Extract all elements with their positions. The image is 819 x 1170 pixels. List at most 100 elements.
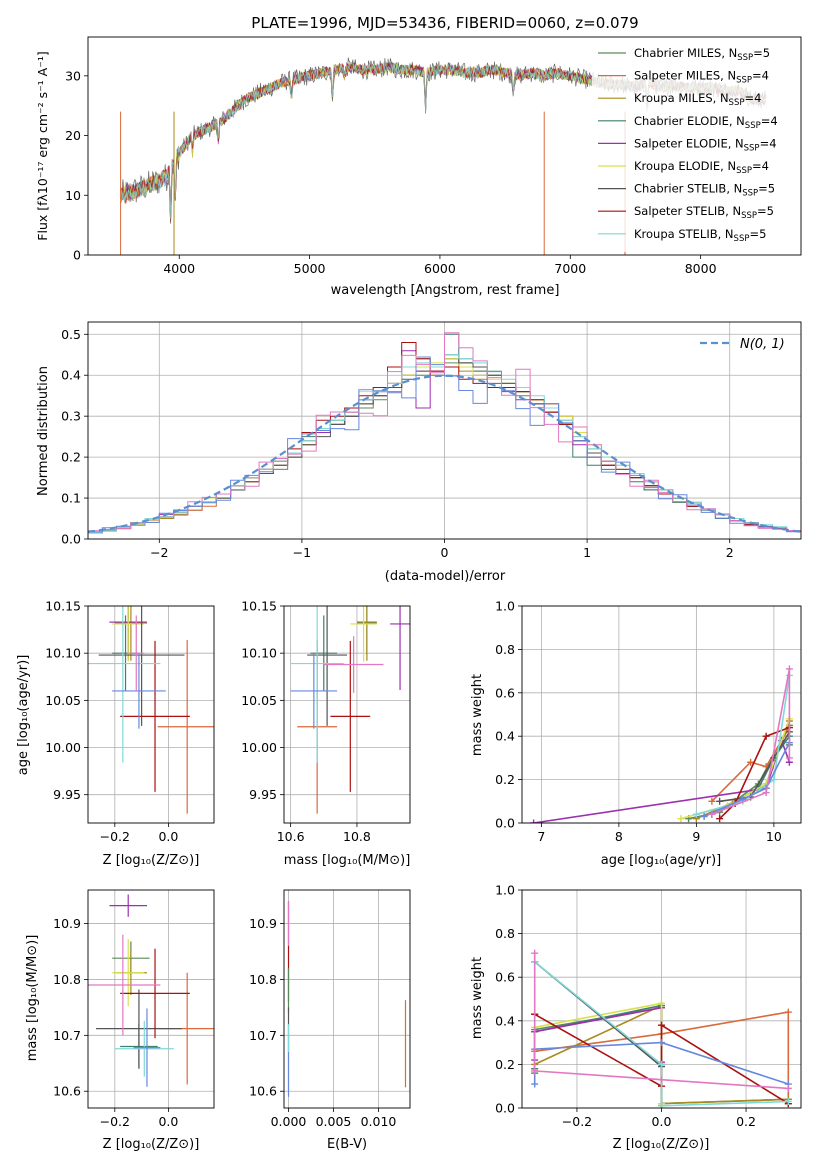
x-tick-label: 5000 xyxy=(294,261,326,276)
x-tick-label: 8 xyxy=(615,829,623,844)
mass-weight-marker xyxy=(531,1067,539,1075)
plot-area xyxy=(88,332,801,539)
axes-border xyxy=(521,889,802,1109)
figure-title: PLATE=1996, MJD=53436, FIBERID=0060, z=0… xyxy=(251,14,638,32)
residual-panel: −2 −1 0 1 2 0.0 0.1 0.2 0.3 0.4 0.5 N(0, 1) xyxy=(61,321,802,560)
legend-tail: =4 xyxy=(752,159,769,173)
mass-weight-line-7 xyxy=(719,731,791,803)
x-tick-label: 8000 xyxy=(685,261,717,276)
plot-area xyxy=(287,901,407,1097)
x-tick-label: 10 xyxy=(766,829,782,844)
legend-text: Kroupa ELODIE, N xyxy=(634,159,736,173)
legend-text: Chabrier STELIB, N xyxy=(634,182,742,196)
y-tick-label: 10.9 xyxy=(53,916,81,931)
x-tick-label: 0.0 xyxy=(158,1114,178,1129)
legend-entry: Chabrier ELODIE, NSSP=4 xyxy=(634,114,778,131)
plot-area xyxy=(531,949,792,1108)
mass-weight-marker xyxy=(762,789,770,797)
y-tick-label: 30 xyxy=(65,68,81,83)
y-tick-label: 0.8 xyxy=(495,926,515,941)
x-tick-label: 7 xyxy=(537,829,545,844)
mass-weight-line-2 xyxy=(711,727,791,802)
y-tick-label: 1.0 xyxy=(495,599,515,614)
legend-entry: Chabrier STELIB, NSSP=5 xyxy=(634,182,775,199)
mass-weight-marker xyxy=(784,1084,792,1092)
legend-entry: Salpeter ELODIE, NSSP=4 xyxy=(634,136,777,153)
legend-subscript: SSP xyxy=(742,189,758,199)
x-tick-label: 10.6 xyxy=(277,829,305,844)
axes-frame: −2 −1 0 1 2 0.0 0.1 0.2 0.3 0.4 0.5 xyxy=(61,321,802,560)
mass-weight-marker xyxy=(708,797,716,805)
legend-subscript: SSP xyxy=(736,166,752,176)
mass-weight-line-9 xyxy=(534,961,789,1107)
y-tick-label: 9.95 xyxy=(53,787,81,802)
mass-weight-marker xyxy=(770,776,778,784)
mass-weight-marker xyxy=(658,999,665,1007)
grid xyxy=(88,605,214,823)
legend-tail: =5 xyxy=(757,204,774,218)
y-tick-label: 0.8 xyxy=(495,642,515,657)
mass-weight-vs-age-panel: 7 8 9 10 0.0 0.2 0.4 0.6 0.8 1.0 xyxy=(495,599,802,844)
x-tick-label: 10.8 xyxy=(343,829,371,844)
x-tick-label: 0.000 xyxy=(271,1114,307,1129)
mass-weight-marker xyxy=(677,815,685,823)
y-tick-label: 20 xyxy=(65,128,81,143)
axes-frame: 10.6 10.8 9.95 10.00 10.05 10.10 10.15 xyxy=(241,599,411,844)
mw-age-ylabel: mass weight xyxy=(470,674,485,756)
x-tick-label: 0.2 xyxy=(736,1114,756,1129)
age-vs-metallicity-panel: −0.2 0.0 9.95 10.00 10.05 10.10 10.15 xyxy=(45,599,215,844)
mass-weight-marker xyxy=(708,810,716,818)
y-tick-label: 0.0 xyxy=(61,532,81,547)
y-tick-label: 0.1 xyxy=(61,491,81,506)
legend-tail: =5 xyxy=(753,46,770,60)
y-tick-label: 0 xyxy=(73,248,81,263)
mass-weight-line-2 xyxy=(534,1011,790,1104)
residual-legend: N(0, 1) xyxy=(700,337,785,352)
mass-weight-marker xyxy=(716,797,724,805)
age-vs-mass-panel: 10.6 10.8 9.95 10.00 10.05 10.10 10.15 xyxy=(241,599,411,844)
mw-z-xlabel: Z [log₁₀(Z/Z⊙)] xyxy=(613,1137,710,1152)
mass-vs-metallicity-panel: −0.2 0.0 10.6 10.7 10.8 10.9 xyxy=(53,889,215,1129)
mass-weight-marker xyxy=(785,754,793,762)
spectrum-panel: 4000 5000 6000 7000 8000 0 10 20 30 Chabrier MILE… xyxy=(65,36,802,276)
legend-entry: Salpeter MILES, NSSP=4 xyxy=(634,69,769,86)
y-tick-label: 10.10 xyxy=(45,646,81,661)
mass-weight-marker xyxy=(785,665,793,673)
mass-weight-marker xyxy=(784,1008,792,1016)
y-tick-label: 0.4 xyxy=(495,1013,515,1028)
y-tick-label: 10.7 xyxy=(249,1028,277,1043)
spectrum-xlabel: wavelength [Angstrom, rest frame] xyxy=(331,283,560,298)
legend-subscript: SSP xyxy=(741,211,757,221)
mass-weight-line-11 xyxy=(711,668,791,816)
axes-border xyxy=(87,605,215,824)
mass-weight-marker xyxy=(658,1102,665,1108)
axes-border xyxy=(87,36,802,256)
legend-subscript: SSP xyxy=(729,98,745,108)
x-tick-label: 1 xyxy=(583,545,591,560)
age-z-xlabel: Z [log₁₀(Z/Z⊙)] xyxy=(103,853,200,868)
legend-tail: =5 xyxy=(758,182,775,196)
mass-weight-marker xyxy=(658,1039,665,1047)
mass-weight-marker xyxy=(531,1080,539,1088)
x-tick-label: 0.0 xyxy=(652,1114,672,1129)
spectrum-ylabel: Flux [fλ10⁻¹⁷ erg cm⁻² s⁻¹ A⁻¹] xyxy=(35,51,50,240)
legend-entry: N(0, 1) xyxy=(740,337,785,352)
y-tick-label: 0.2 xyxy=(495,1057,515,1072)
legend-text: Chabrier ELODIE, N xyxy=(634,114,745,128)
mass-weight-marker xyxy=(762,732,770,740)
y-tick-label: 10.15 xyxy=(241,599,277,614)
mass-weight-marker xyxy=(692,810,700,818)
axes-frame: 7 8 9 10 0.0 0.2 0.4 0.6 0.8 1.0 xyxy=(495,599,802,844)
y-tick-label: 0.5 xyxy=(61,327,81,342)
legend-text: Salpeter STELIB, N xyxy=(634,204,741,218)
age-z-ylabel: age [log₁₀(age/yr)] xyxy=(16,655,31,776)
legend-entry: Chabrier MILES, NSSP=5 xyxy=(634,46,770,63)
mass-z-xlabel: Z [log₁₀(Z/Z⊙)] xyxy=(103,1137,200,1152)
x-tick-label: 9 xyxy=(692,829,700,844)
spectrum-legend: Chabrier MILES, NSSP=5 Salpeter MILES, NS… xyxy=(592,44,797,252)
legend-entry: Kroupa ELODIE, NSSP=4 xyxy=(634,159,769,176)
x-tick-label: −2 xyxy=(150,545,168,560)
mass-vs-ebv-panel: 0.000 0.005 0.010 10.6 10.7 10.8 10.9 xyxy=(249,889,411,1129)
mass-weight-marker xyxy=(658,1060,665,1068)
grid xyxy=(88,890,214,1108)
